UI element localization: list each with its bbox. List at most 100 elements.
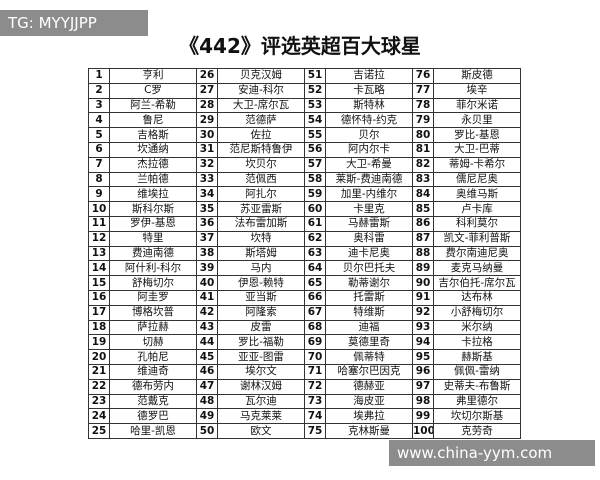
player-name: 伊恩-赖特 <box>217 275 305 291</box>
player-name: 安迪-科尔 <box>217 82 305 99</box>
rank: 28 <box>196 97 218 114</box>
rank: 18 <box>88 319 110 336</box>
player-name: 凯文-菲利普斯 <box>433 230 521 247</box>
player-name: 托雷斯 <box>325 289 413 306</box>
player-name: 杰拉德 <box>109 156 197 173</box>
rank: 5 <box>88 127 110 143</box>
rank: 34 <box>196 186 218 203</box>
rank: 8 <box>88 171 110 188</box>
rank: 89 <box>412 260 434 277</box>
rank: 29 <box>196 112 218 129</box>
player-name: 萨拉赫 <box>109 319 197 336</box>
player-name: 马克莱莱 <box>217 408 305 425</box>
rank: 58 <box>304 171 326 188</box>
rank: 57 <box>304 156 326 173</box>
rank: 73 <box>304 393 326 410</box>
rank: 20 <box>88 349 110 365</box>
table-row: 11 罗伊-基恩 36 法布雷加斯 61 马赫雷斯 86 科利莫尔 <box>88 215 521 232</box>
player-name: 斯科尔斯 <box>109 201 197 217</box>
rank: 11 <box>88 215 110 232</box>
player-name: 佩佩-雷纳 <box>433 363 521 380</box>
rank: 46 <box>196 363 218 380</box>
rank: 21 <box>88 363 110 380</box>
rank: 98 <box>412 393 434 410</box>
rank: 48 <box>196 393 218 410</box>
player-name: 蒂姆-卡希尔 <box>433 156 521 173</box>
rank: 78 <box>412 97 434 114</box>
rank: 39 <box>196 260 218 277</box>
player-name: 吉格斯 <box>109 127 197 143</box>
table-row: 1 亨利 26 贝克汉姆 51 吉诺拉 76 斯皮德 <box>88 68 521 84</box>
rank: 69 <box>304 334 326 351</box>
player-name: 克林斯曼 <box>325 423 413 439</box>
player-name: 贝克汉姆 <box>217 68 305 84</box>
rank: 12 <box>88 230 110 247</box>
player-name: 斯皮德 <box>433 68 521 84</box>
table-row: 5 吉格斯 30 佐拉 55 贝尔 80 罗比-基恩 <box>88 127 521 143</box>
player-name: 兰帕德 <box>109 171 197 188</box>
player-name: 科利莫尔 <box>433 215 521 232</box>
player-name: 舒梅切尔 <box>109 275 197 291</box>
rank: 62 <box>304 230 326 247</box>
player-name: 欧文 <box>217 423 305 439</box>
player-name: 卡拉格 <box>433 334 521 351</box>
rank: 80 <box>412 127 434 143</box>
player-name: 阿什利-科尔 <box>109 260 197 277</box>
rank: 50 <box>196 423 218 439</box>
rank: 70 <box>304 349 326 365</box>
player-name: 苏亚雷斯 <box>217 201 305 217</box>
ranking-table: 1 亨利 26 贝克汉姆 51 吉诺拉 76 斯皮德 2 C罗 27 安迪-科尔 52 卡瓦略 77 埃辛 3 阿… <box>88 68 521 439</box>
table-row: 3 阿兰-希勒 28 大卫-席尔瓦 53 斯特林 78 菲尔米诺 <box>88 97 521 114</box>
player-name: 米尔纳 <box>433 319 521 336</box>
rank: 100 <box>412 423 434 439</box>
table-row: 6 坎通纳 31 范尼斯特鲁伊 56 阿内尔卡 81 大卫-巴蒂 <box>88 141 521 158</box>
rank: 64 <box>304 260 326 277</box>
player-name: 大卫-希曼 <box>325 156 413 173</box>
table-row: 20 孔帕尼 45 亚亚-图雷 70 佩蒂特 95 赫斯基 <box>88 349 521 365</box>
rank: 84 <box>412 186 434 203</box>
rank: 55 <box>304 127 326 143</box>
player-name: 迪卡尼奥 <box>325 245 413 262</box>
watermark: TG: MYYJJPP <box>0 10 148 36</box>
player-name: 勒蒂谢尔 <box>325 275 413 291</box>
table-row: 22 德布劳内 47 谢林汉姆 72 德赫亚 97 史蒂夫-布鲁斯 <box>88 378 521 395</box>
player-name: 儒尼尼奥 <box>433 171 521 188</box>
rank: 33 <box>196 171 218 188</box>
rank: 52 <box>304 82 326 99</box>
player-name: 费迪南德 <box>109 245 197 262</box>
table-row: 13 费迪南德 38 斯塔姆 63 迪卡尼奥 88 费尔南迪尼奥 <box>88 245 521 262</box>
rank: 4 <box>88 112 110 129</box>
rank: 35 <box>196 201 218 217</box>
player-name: 亨利 <box>109 68 197 84</box>
player-name: 阿扎尔 <box>217 186 305 203</box>
rank: 53 <box>304 97 326 114</box>
table-row: 24 德罗巴 49 马克莱莱 74 埃弗拉 99 坎切尔斯基 <box>88 408 521 425</box>
player-name: 罗比-基恩 <box>433 127 521 143</box>
rank: 96 <box>412 363 434 380</box>
table-row: 12 特里 37 坎特 62 奥科雷 87 凯文-菲利普斯 <box>88 230 521 247</box>
player-name: 弗里德尔 <box>433 393 521 410</box>
rank: 74 <box>304 408 326 425</box>
player-name: 维迪奇 <box>109 363 197 380</box>
player-name: 贝尔 <box>325 127 413 143</box>
player-name: 卡瓦略 <box>325 82 413 99</box>
table-row: 17 博格坎普 42 阿隆索 67 特维斯 92 小舒梅切尔 <box>88 304 521 321</box>
player-name: 瓦尔迪 <box>217 393 305 410</box>
player-name: 博格坎普 <box>109 304 197 321</box>
player-name: 范戴克 <box>109 393 197 410</box>
table-row: 23 范戴克 48 瓦尔迪 73 海皮亚 98 弗里德尔 <box>88 393 521 410</box>
player-name: 马赫雷斯 <box>325 215 413 232</box>
rank: 14 <box>88 260 110 277</box>
rank: 87 <box>412 230 434 247</box>
player-name: 埃辛 <box>433 82 521 99</box>
rank: 25 <box>88 423 110 439</box>
rank: 38 <box>196 245 218 262</box>
rank: 82 <box>412 156 434 173</box>
rank: 22 <box>88 378 110 395</box>
player-name: 坎特 <box>217 230 305 247</box>
player-name: 加里-内维尔 <box>325 186 413 203</box>
rank: 23 <box>88 393 110 410</box>
table-row: 21 维迪奇 46 埃尔文 71 哈塞尔巴因克 96 佩佩-雷纳 <box>88 363 521 380</box>
player-name: 哈塞尔巴因克 <box>325 363 413 380</box>
player-name: 坎切尔斯基 <box>433 408 521 425</box>
